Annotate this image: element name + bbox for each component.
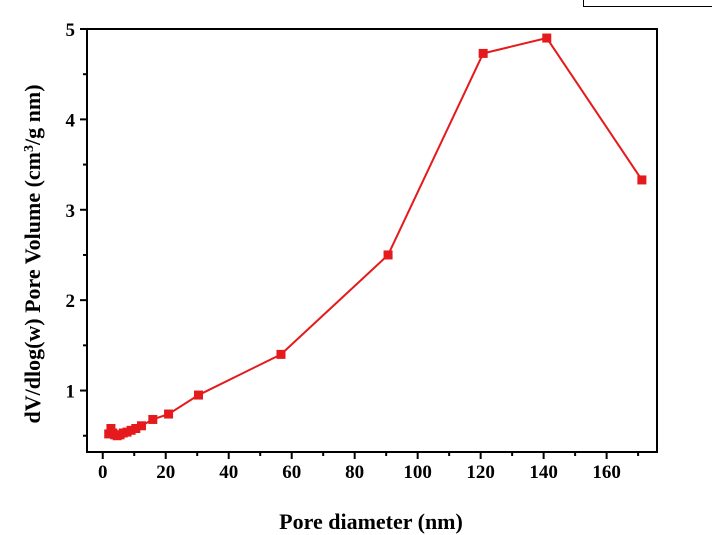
x-tick-label: 100 xyxy=(403,462,432,483)
legend-box-edge xyxy=(583,0,712,7)
y-tick-label: 3 xyxy=(66,201,76,222)
data-point-marker xyxy=(136,421,146,431)
x-tick-label: 160 xyxy=(592,462,621,483)
x-tick-label: 80 xyxy=(345,462,364,483)
data-point-marker xyxy=(478,48,488,58)
x-tick-label: 120 xyxy=(466,462,495,483)
x-tick-label: 0 xyxy=(98,462,108,483)
data-point-marker xyxy=(126,425,136,435)
data-point-marker xyxy=(106,424,116,433)
y-tick-label: 5 xyxy=(66,20,76,41)
data-point-marker xyxy=(164,409,174,419)
data-point-marker xyxy=(131,424,141,433)
data-point-marker xyxy=(637,175,647,185)
plot-frame xyxy=(86,28,658,453)
series-line xyxy=(107,36,643,437)
y-axis-title: dV/dlog(w) Pore Volume (cm3/g nm) xyxy=(20,84,45,423)
data-point-marker xyxy=(383,250,393,260)
y-tick-label: 1 xyxy=(66,382,76,403)
x-tick-label: 140 xyxy=(529,462,558,483)
tick-labels: 0 20 40 60 80 100 120 140 160 1 2 3 4 5 xyxy=(66,20,621,483)
data-point-marker xyxy=(542,33,552,43)
x-axis-title: Pore diameter (nm) xyxy=(279,509,463,534)
data-point-marker xyxy=(276,349,286,359)
data-point-marker xyxy=(148,414,158,424)
x-tick-label: 60 xyxy=(282,462,301,483)
y-tick-label: 4 xyxy=(66,110,76,131)
x-tick-label: 20 xyxy=(156,462,175,483)
x-tick-label: 40 xyxy=(219,462,238,483)
axes xyxy=(80,28,658,459)
data-point-marker xyxy=(193,390,203,400)
y-tick-label: 2 xyxy=(66,291,76,312)
data-series xyxy=(104,33,647,441)
